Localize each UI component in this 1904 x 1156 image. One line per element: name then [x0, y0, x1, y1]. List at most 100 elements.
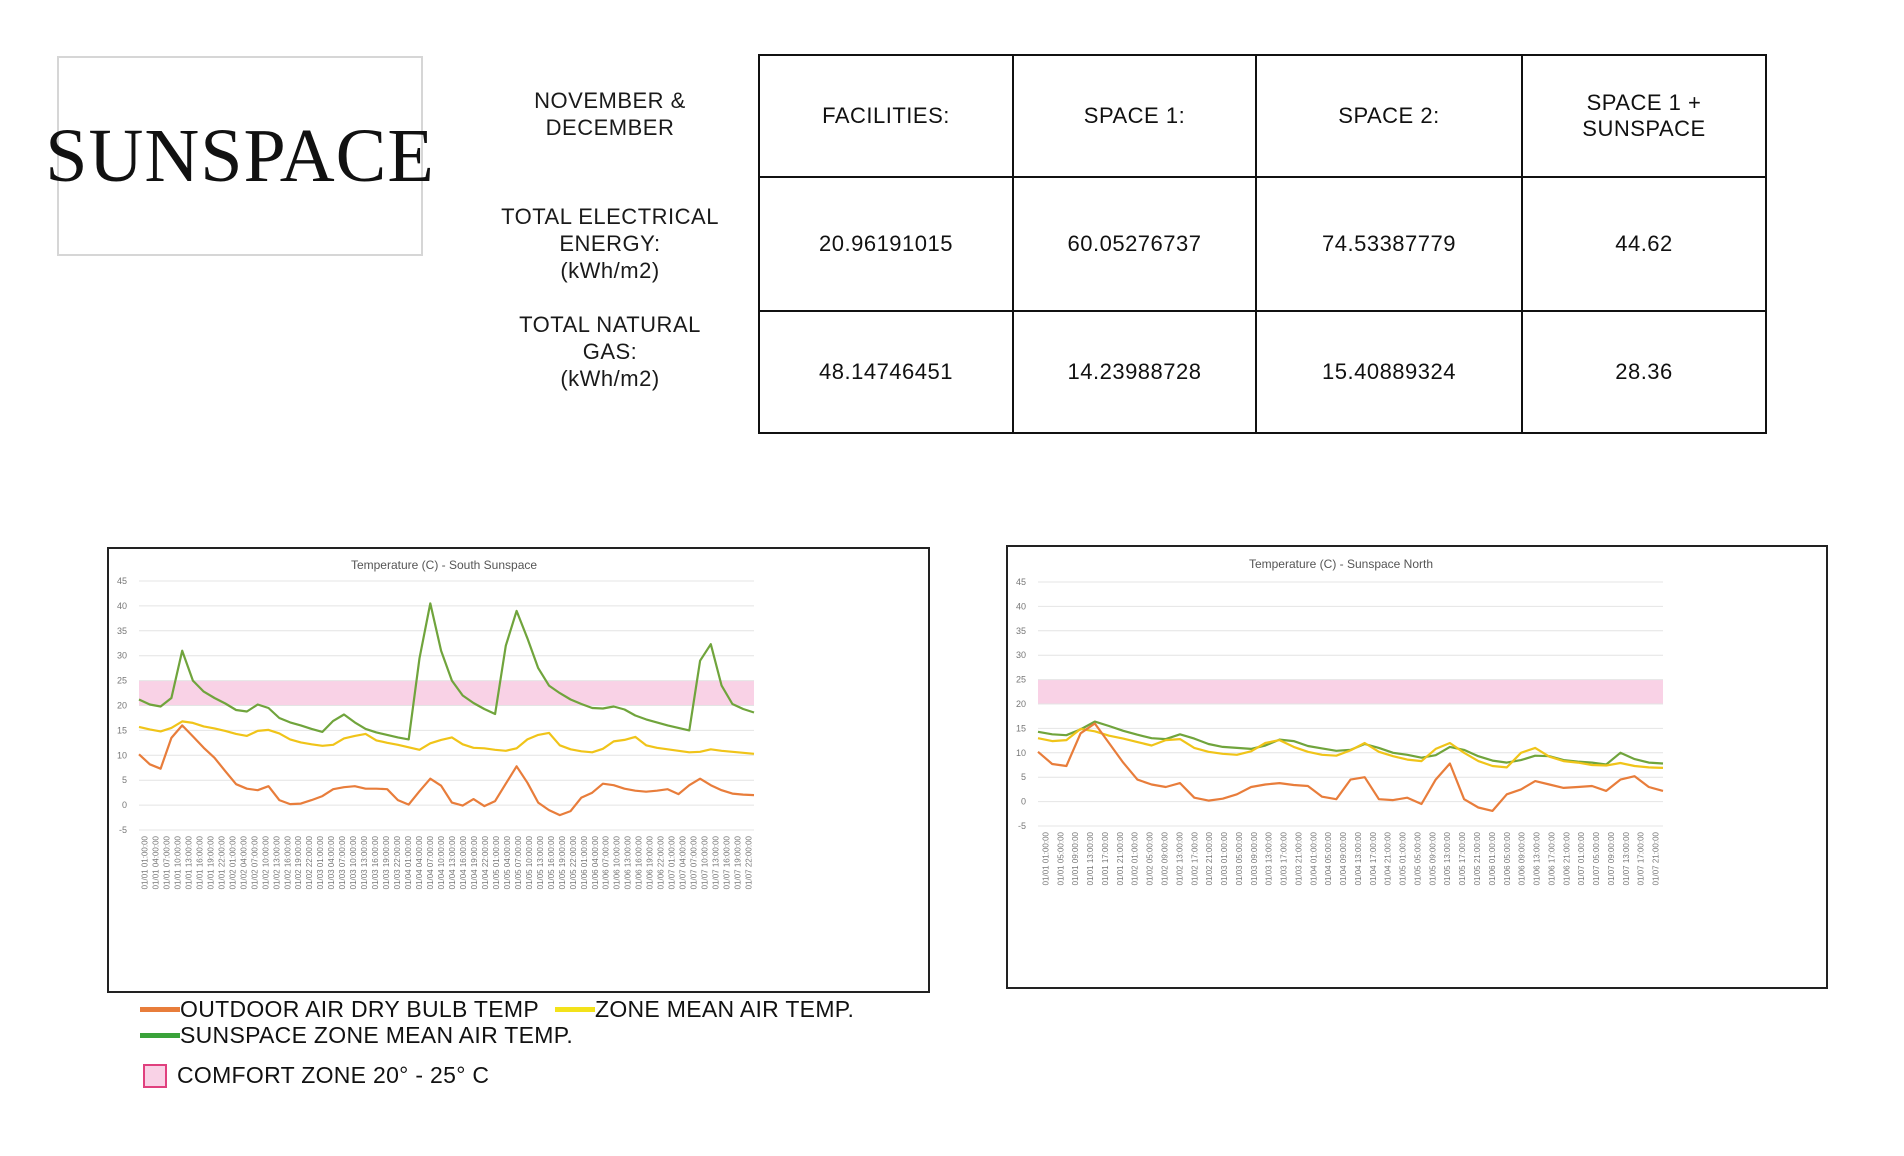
x-tick-label: 01/04 01:00:00	[404, 835, 413, 889]
legend-row-1: OUTDOOR AIR DRY BULB TEMP ZONE MEAN AIR …	[140, 996, 854, 1023]
x-tick-label: 01/04 07:00:00	[426, 835, 435, 889]
gas-label-line: GAS:	[582, 339, 638, 364]
legend-outdoor-swatch	[140, 1007, 180, 1012]
x-tick-label: 01/03 22:00:00	[393, 835, 402, 889]
gas-space-2: 15.40889324	[1255, 310, 1523, 434]
x-tick-label: 01/01 01:00:00	[140, 835, 149, 889]
x-tick-label: 01/06 09:00:00	[1518, 831, 1527, 885]
x-tick-label: 01/04 05:00:00	[1324, 831, 1333, 885]
x-tick-label: 01/04 01:00:00	[1309, 831, 1318, 885]
electric-space-2: 74.53387779	[1255, 176, 1523, 312]
y-tick-label: 5	[1021, 772, 1026, 782]
x-tick-label: 01/01 16:00:00	[195, 835, 204, 889]
x-tick-label: 01/04 10:00:00	[437, 835, 446, 889]
x-tick-label: 01/07 17:00:00	[1637, 831, 1646, 885]
x-tick-label: 01/06 01:00:00	[1488, 831, 1497, 885]
x-tick-label: 01/02 07:00:00	[250, 835, 259, 889]
gas-label: TOTAL NATURAL GAS: (kWh/m2)	[495, 311, 725, 392]
gas-space-1: 14.23988728	[1012, 310, 1257, 434]
x-tick-label: 01/06 07:00:00	[602, 835, 611, 889]
y-tick-label: 25	[1016, 675, 1026, 685]
x-tick-label: 01/04 17:00:00	[1369, 831, 1378, 885]
period-label: NOVEMBER & DECEMBER	[495, 87, 725, 141]
x-tick-label: 01/04 04:00:00	[415, 835, 424, 889]
table-header-row: FACILITIES: SPACE 1: SPACE 2: SPACE 1 + S…	[758, 54, 1767, 178]
legend-zone-label: ZONE MEAN AIR TEMP.	[594, 996, 855, 1022]
y-tick-label: 45	[117, 576, 127, 586]
energy-table: FACILITIES: SPACE 1: SPACE 2: SPACE 1 + S…	[758, 54, 1767, 434]
y-tick-label: 25	[117, 676, 127, 686]
x-tick-label: 01/01 17:00:00	[1101, 831, 1110, 885]
x-tick-label: 01/01 19:00:00	[206, 835, 215, 889]
y-tick-label: -5	[119, 825, 127, 835]
legend-row-3: COMFORT ZONE 20° - 25° C	[143, 1062, 489, 1089]
y-tick-label: 40	[1016, 601, 1026, 611]
y-tick-label: 15	[117, 725, 127, 735]
x-tick-label: 01/06 01:00:00	[580, 835, 589, 889]
logo-text: SUNSPACE	[45, 113, 435, 198]
y-tick-label: 0	[1021, 797, 1026, 807]
x-tick-label: 01/07 01:00:00	[668, 835, 677, 889]
x-tick-label: 01/02 01:00:00	[1131, 831, 1140, 885]
x-tick-label: 01/02 21:00:00	[1205, 831, 1214, 885]
electric-label-line: ENERGY:	[559, 231, 661, 256]
x-tick-label: 01/07 13:00:00	[712, 835, 721, 889]
x-tick-label: 01/02 10:00:00	[261, 835, 270, 889]
x-tick-label: 01/05 13:00:00	[1443, 831, 1452, 885]
x-tick-label: 01/07 04:00:00	[679, 835, 688, 889]
x-tick-label: 01/06 16:00:00	[635, 835, 644, 889]
x-tick-label: 01/07 10:00:00	[701, 835, 710, 889]
x-tick-label: 01/06 17:00:00	[1547, 831, 1556, 885]
x-tick-label: 01/03 05:00:00	[1235, 831, 1244, 885]
south-sunspace-chart: Temperature (C) - South Sunspace -5 0 5 10 15…	[107, 547, 930, 993]
gas-label-line: TOTAL NATURAL	[519, 312, 701, 337]
series-line-zone	[1037, 727, 1664, 769]
x-tick-label: 01/03 04:00:00	[327, 835, 336, 889]
x-tick-label: 01/01 22:00:00	[217, 835, 226, 889]
logo-box: SUNSPACE	[45, 56, 434, 256]
x-tick-label: 01/07 19:00:00	[734, 835, 743, 889]
x-tick-label: 01/04 09:00:00	[1339, 831, 1348, 885]
x-tick-label: 01/06 21:00:00	[1562, 831, 1571, 885]
x-tick-label: 01/03 07:00:00	[338, 835, 347, 889]
x-tick-label: 01/01 01:00:00	[1041, 831, 1050, 885]
y-tick-label: 0	[122, 800, 127, 810]
x-tick-label: 01/06 19:00:00	[646, 835, 655, 889]
y-tick-label: -5	[1018, 821, 1026, 831]
y-tick-label: 10	[117, 750, 127, 760]
x-tick-label: 01/05 17:00:00	[1458, 831, 1467, 885]
x-tick-label: 01/01 09:00:00	[1071, 831, 1080, 885]
x-tick-label: 01/06 13:00:00	[624, 835, 633, 889]
x-tick-label: 01/02 16:00:00	[283, 835, 292, 889]
gas-space-1-sunspace: 28.36	[1521, 310, 1767, 434]
header-space-1-sunspace: SPACE 1 + SUNSPACE	[1521, 54, 1767, 178]
x-tick-label: 01/06 10:00:00	[613, 835, 622, 889]
y-tick-label: 10	[1016, 748, 1026, 758]
x-tick-label: 01/03 21:00:00	[1294, 831, 1303, 885]
y-tick-label: 20	[1016, 699, 1026, 709]
comfort-band	[139, 680, 754, 706]
y-tick-label: 20	[117, 701, 127, 711]
y-tick-label: 5	[122, 775, 127, 785]
x-tick-label: 01/06 13:00:00	[1533, 831, 1542, 885]
y-tick-label: 40	[117, 601, 127, 611]
x-tick-label: 01/04 22:00:00	[481, 835, 490, 889]
chart-title: Temperature (C) - South Sunspace	[351, 558, 537, 572]
electric-label: TOTAL ELECTRICAL ENERGY: (kWh/m2)	[495, 203, 725, 284]
north-sunspace-chart: Temperature (C) - Sunspace North -5 0 5 10 15…	[1006, 545, 1828, 989]
y-tick-label: 35	[1016, 626, 1026, 636]
x-tick-label: 01/07 13:00:00	[1622, 831, 1631, 885]
legend-zone-swatch	[554, 1007, 595, 1012]
x-tick-label: 01/04 16:00:00	[459, 835, 468, 889]
comfort-band	[1038, 679, 1663, 704]
x-tick-label: 01/03 10:00:00	[349, 835, 358, 889]
north-sunspace-chart-svg: Temperature (C) - Sunspace North -5 0 5 10 15…	[1016, 557, 1664, 885]
x-tick-label: 01/02 13:00:00	[1175, 831, 1184, 885]
x-tick-label: 01/02 09:00:00	[1160, 831, 1169, 885]
x-tick-label: 01/06 22:00:00	[657, 835, 666, 889]
x-tick-label: 01/03 01:00:00	[316, 835, 325, 889]
x-tick-label: 01/02 22:00:00	[305, 835, 314, 889]
x-tick-label: 01/07 01:00:00	[1577, 831, 1586, 885]
x-tick-label: 01/03 17:00:00	[1280, 831, 1289, 885]
x-tick-label: 01/04 13:00:00	[448, 835, 457, 889]
